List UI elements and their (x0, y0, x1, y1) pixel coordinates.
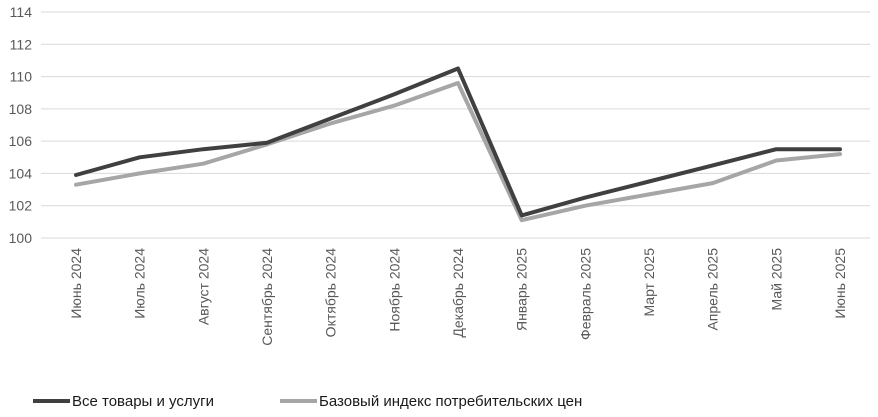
y-tick-label: 104 (9, 165, 33, 181)
series-lines (74, 66, 842, 223)
x-tick-label: Июнь 2025 (832, 248, 848, 319)
grid-lines (41, 11, 870, 207)
y-tick-label: 110 (10, 69, 33, 85)
y-tick-label: 108 (9, 101, 33, 117)
x-tick-label: Декабрь 2024 (450, 248, 466, 338)
y-tick-label: 114 (10, 4, 33, 20)
x-tick-label: Октябрь 2024 (323, 248, 339, 338)
x-tick-label: Март 2025 (641, 248, 657, 317)
legend-label: Все товары и услуги (72, 393, 214, 410)
x-tick-label: Июль 2024 (132, 248, 148, 319)
x-tick-label: Май 2025 (768, 248, 784, 311)
x-tick-label: Февраль 2025 (577, 248, 593, 340)
y-axis-ticks: 100 102 104 106 108 110 112 114 (9, 4, 33, 246)
x-tick-label: Апрель 2025 (705, 248, 721, 331)
series-line (74, 66, 842, 218)
y-tick-label: 112 (10, 36, 33, 52)
y-tick-label: 100 (9, 230, 33, 246)
x-tick-label: Июнь 2024 (68, 248, 84, 319)
legend: Все товары и услуги Базовый индекс потреб… (33, 393, 582, 410)
x-tick-label: Август 2024 (195, 248, 211, 325)
x-tick-label: Ноябрь 2024 (386, 248, 402, 332)
y-tick-label: 106 (9, 133, 33, 149)
y-tick-label: 102 (9, 198, 33, 214)
x-axis-ticks: Июнь 2024 Июль 2024 Август 2024 Сентябрь 20… (68, 248, 848, 346)
x-tick-label: Январь 2025 (514, 248, 530, 331)
legend-label: Базовый индекс потребительских цен (319, 393, 582, 410)
x-tick-label: Сентябрь 2024 (259, 248, 275, 346)
